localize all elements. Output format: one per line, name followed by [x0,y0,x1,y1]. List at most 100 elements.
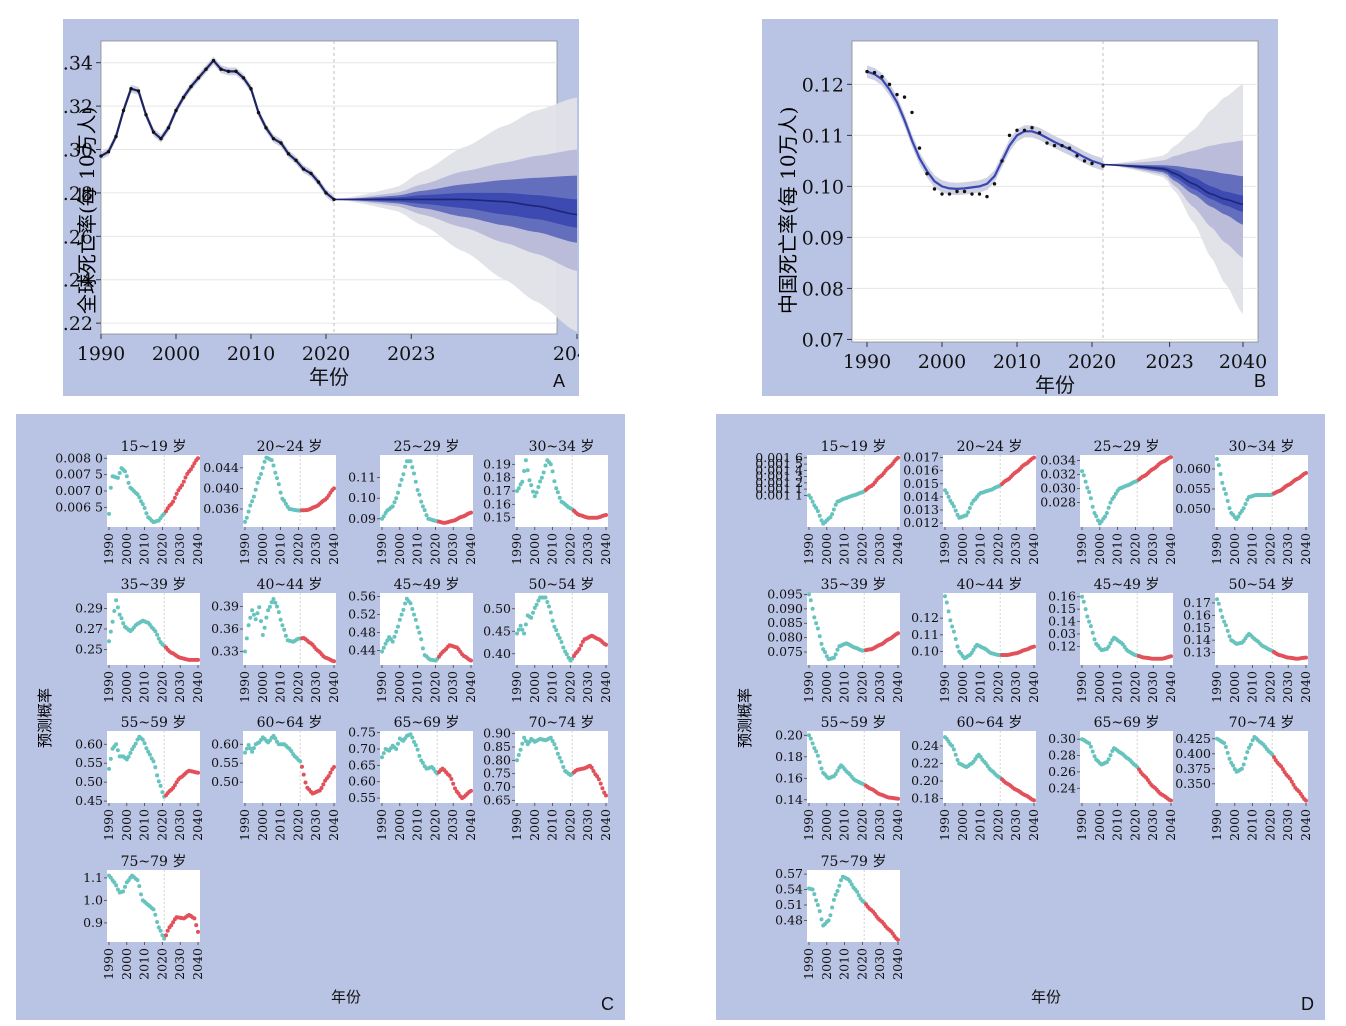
history-point [420,646,425,651]
forecast-point [321,782,326,787]
history-point [117,471,122,475]
history-point [273,470,278,475]
history-point [250,499,255,504]
y-tick-label: 0.16 [775,770,803,785]
forecast-point [604,513,608,517]
history-point [280,623,285,628]
history-point [559,759,564,764]
observed-point [271,136,276,141]
x-tick-label: 1990 [801,948,816,980]
observed-point [1007,133,1012,138]
history-point [115,748,120,753]
x-tick-label: 2000 [392,533,407,565]
forecast-point [1272,755,1276,760]
forecast-point [896,796,900,801]
x-tick-label: 2000 [1227,809,1242,841]
observed-point [865,69,869,74]
history-point [137,495,142,500]
history-point [115,475,120,480]
history-point [555,490,560,495]
x-tick-label: 2040 [890,809,905,841]
y-tick-label: 0.54 [775,882,803,897]
history-point [420,504,425,509]
x-tick-label: 2010 [1110,533,1125,565]
history-point [946,609,951,614]
observed-point [1015,128,1019,132]
y-tick-label: 0.001 6 [755,450,803,465]
history-point [1085,614,1090,619]
subplot-1: 15~19 岁0.001 60.001 50.001 40.001 30.001… [755,439,905,565]
history-point [808,736,813,741]
history-point [550,469,555,474]
x-tick-label: 2000 [1092,533,1107,565]
history-point [953,752,958,757]
y-tick-label: 0.08 [802,278,844,300]
y-tick-label: 0.57 [775,866,803,881]
y-tick-label: 0.15 [1048,601,1076,616]
history-point [107,639,111,644]
x-tick-label: 2040 [1163,533,1178,565]
history-point [828,515,833,520]
y-tick-label: 0.65 [483,792,511,807]
y-tick-label: 0.75 [348,725,376,740]
y-tick-label: 0.55 [75,755,103,770]
x-tick-label: 2010 [545,671,560,703]
observed-point [902,95,907,99]
history-point [1216,463,1221,468]
history-point [135,737,140,742]
history-point [1092,511,1097,515]
history-point [160,790,165,795]
observed-point [947,192,952,196]
y-tick-label: 0.13 [1183,645,1211,660]
history-point [403,601,408,606]
history-point [812,746,817,751]
history-point [817,909,822,914]
x-tick-label: 2030 [872,671,887,703]
forecast-point [172,495,177,500]
panel-d-age-groups: 年份 15~19 岁 0.001 6 0.001 5 0.001 4 0.001 3 0.0… [716,414,1325,1020]
y-tick-label: 0.013 [903,502,939,517]
y-tick-label: 0.48 [775,912,803,927]
observed-point [151,130,156,134]
history-point [522,469,527,473]
history-point [532,605,537,610]
x-tick-label: 2000 [819,809,834,841]
y-tick-label: 0.39 [211,599,239,614]
history-point [250,749,255,754]
subplot-title: 65~69 岁 [394,715,460,731]
history-point [950,501,955,506]
history-point [944,491,949,495]
panel-c-letter: C [601,994,614,1014]
history-point [1103,514,1108,519]
history-point [808,495,813,500]
history-point [275,476,279,481]
observed-point [1037,131,1042,135]
x-tick-label: 2030 [872,533,887,565]
observed-point [940,192,944,196]
x-tick-label: 1990 [509,671,524,703]
history-point [559,640,564,644]
history-point [543,463,548,468]
history-point [257,476,262,481]
y-tick-label: 0.14 [775,792,803,807]
x-tick-label: 2010 [973,533,988,565]
subplot-title: 30~34 岁 [529,439,595,455]
y-tick-label: 0.425 [1175,731,1211,746]
history-point [156,925,161,930]
y-tick-label: 0.12 [1048,638,1076,653]
forecast-point [301,772,306,777]
panel-a-ylabel: 全球死亡率(每 10万人) [75,106,99,314]
subplot-5: 35~39 岁 0.29 0.27 0.25 1990 2000 2010 2020 2030 2… [75,577,205,703]
history-point [821,647,826,652]
history-point [835,889,840,893]
observed-point [166,126,171,130]
x-tick-label: 2023 [1145,351,1193,373]
subplot-area [380,593,473,665]
x-tick-label: 2000 [955,809,970,841]
history-point [944,600,949,605]
history-point [815,509,820,514]
observed-point [917,146,922,150]
x-tick-label: 2030 [580,533,595,565]
